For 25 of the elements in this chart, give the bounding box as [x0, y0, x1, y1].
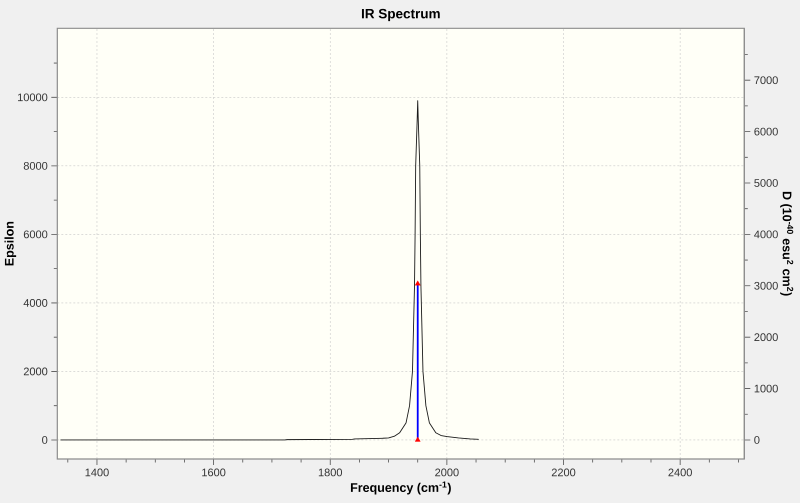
y-tick-label: 2000	[24, 368, 48, 376]
x-tick-label: 1800	[318, 468, 342, 476]
y-tick-label: 4000	[24, 299, 48, 307]
y2-axis-title: D (10$^{-40}$ esu$^{2}$ cm$^{2}$)	[780, 192, 794, 296]
x-tick-label: 2200	[552, 468, 576, 476]
y-axis-title: Epsilon	[4, 222, 16, 266]
y2-tick-label: 2000	[754, 333, 778, 342]
chart-title: IR Spectrum	[362, 8, 440, 22]
y2-tick-label: 6000	[754, 128, 778, 136]
y2-tick-label: 3000	[754, 282, 778, 290]
x-tick-label: 2000	[435, 468, 459, 476]
y2-tick-label: 0	[754, 436, 760, 444]
y2-tick-label: 5000	[754, 179, 778, 187]
x-tick-label: 1400	[86, 468, 109, 476]
y-tick-label: 8000	[24, 162, 48, 170]
line-series	[60, 100, 479, 440]
y-tick-label: 10000	[18, 93, 48, 102]
y2-tick-label: 7000	[754, 76, 778, 84]
y-tick-label: 0	[42, 436, 48, 444]
x-tick-label: 1600	[202, 468, 226, 476]
x-tick-label: 2400	[668, 468, 692, 476]
y2-tick-label: 1000	[754, 384, 778, 392]
y-tick-label: 6000	[24, 230, 48, 238]
x-axis-title: Frequency (cm$^{-1}$)	[350, 482, 451, 494]
y2-tick-label: 4000	[754, 230, 778, 238]
